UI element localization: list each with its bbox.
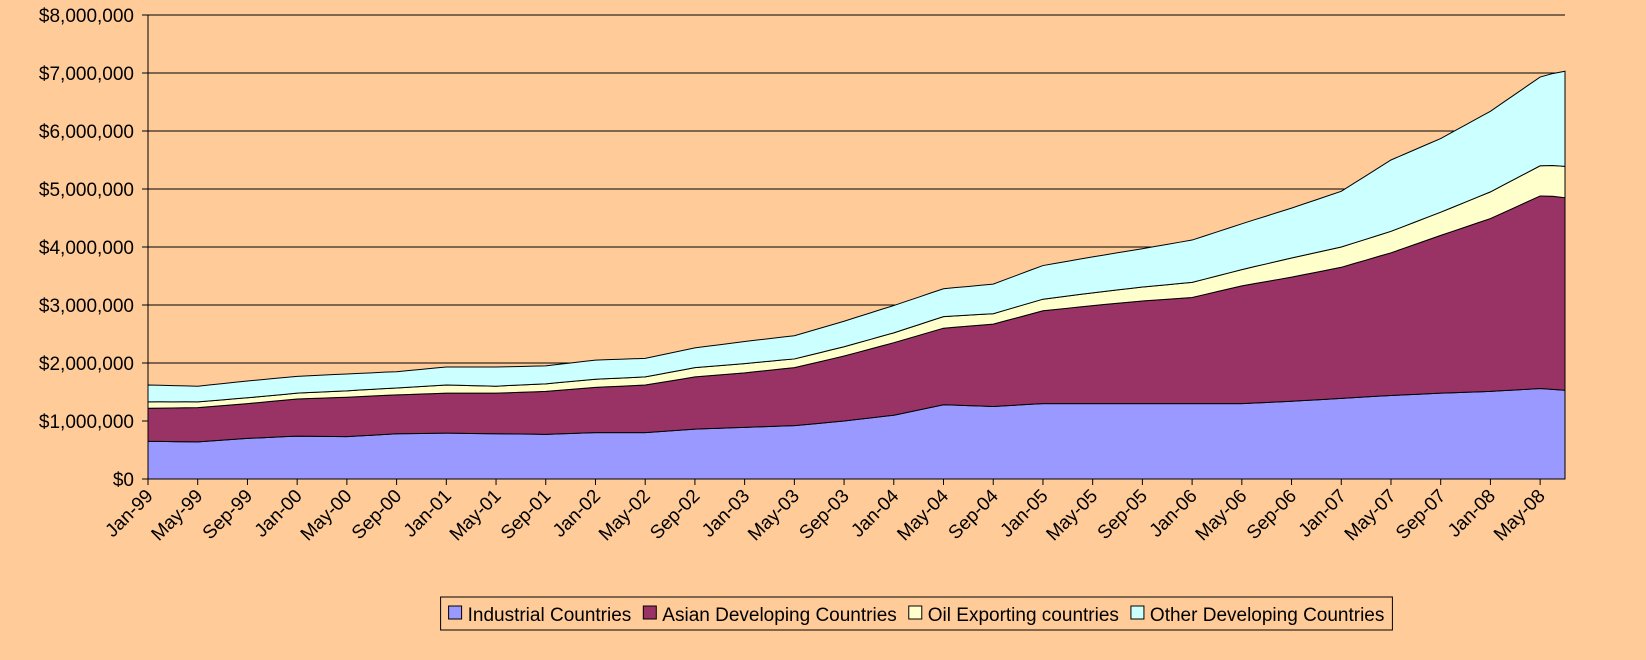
legend-label: Oil Exporting countries	[928, 605, 1119, 626]
area	[147, 70, 1566, 403]
y-tick-label: $1,000,000	[39, 412, 134, 433]
y-tick-label: $5,000,000	[39, 180, 134, 201]
y-tick-label: $2,000,000	[39, 354, 134, 375]
y-tick-label: $7,000,000	[39, 64, 134, 85]
y-tick-label: $4,000,000	[39, 238, 134, 259]
legend-swatch	[448, 605, 463, 620]
y-tick-label: $8,000,000	[39, 6, 134, 27]
legend-swatch	[642, 605, 657, 620]
legend-label: Other Developing Countries	[1150, 605, 1384, 626]
legend-label: Asian Developing Countries	[662, 605, 896, 626]
y-tick-label: $0	[113, 470, 134, 491]
y-tick-label: $3,000,000	[39, 296, 134, 317]
y-tick-label: $6,000,000	[39, 122, 134, 143]
legend: Industrial Countries Asian Developing Cou…	[440, 596, 1393, 631]
legend-swatch	[1130, 605, 1145, 620]
legend-swatch	[908, 605, 923, 620]
legend-label: Industrial Countries	[468, 605, 632, 626]
